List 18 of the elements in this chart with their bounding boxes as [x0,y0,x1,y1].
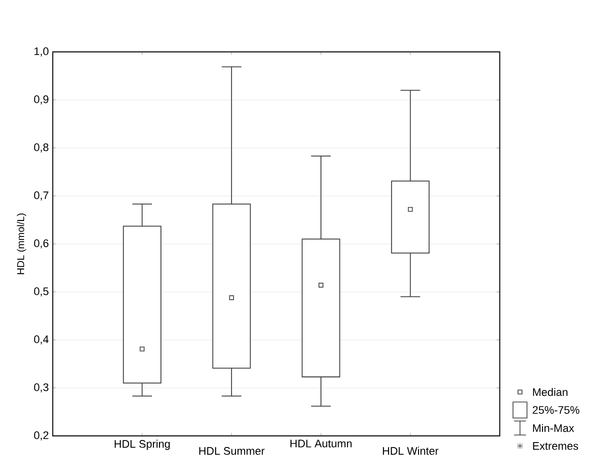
x-tick-label: HDL Summer [199,447,265,455]
y-axis-title: HDL (mmol/L) [16,214,26,274]
y-tick-label: 0,7 [34,191,48,200]
y-tick-label: 0,8 [34,143,48,152]
text: Median [533,388,568,396]
text: Min-Max [533,424,574,432]
x-tick-label: HDL Winter [382,446,438,455]
y-tick-label: 1,0 [34,47,48,56]
y-tick-label: 0,9 [34,95,48,104]
y-tick-label: 0,6 [34,239,48,248]
text: Extremes [533,442,578,450]
x-tick-label: HDL Autumn [290,440,352,448]
y-tick-label: 0,2 [34,431,48,440]
x-tick-label: HDL Spring [114,440,170,450]
y-tick-label: 0,5 [34,287,48,296]
y-tick-label: 0,3 [34,383,48,392]
text: 25%-75% [532,406,580,414]
y-tick-label: 0,4 [34,335,49,344]
